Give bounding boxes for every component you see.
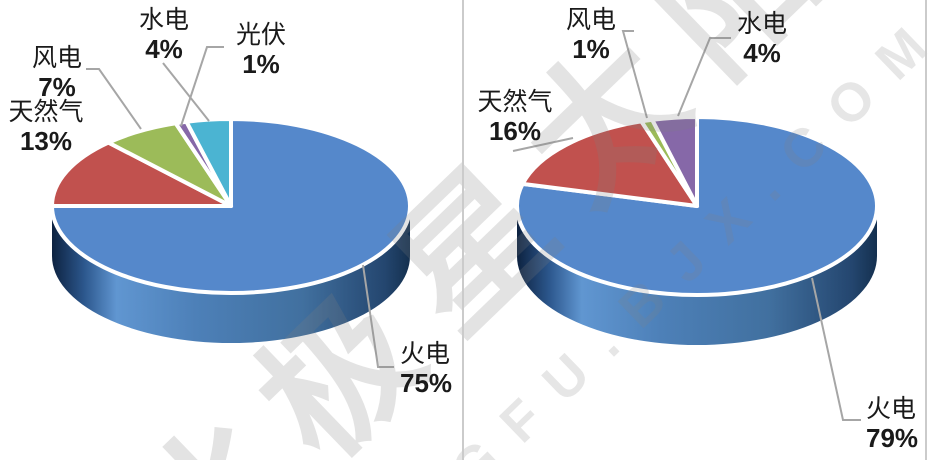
slice-name-text: 光伏 (235, 21, 286, 49)
slice-name-text: 水电 (138, 6, 189, 34)
slice-name-text: 水电 (736, 10, 787, 38)
slice-name-text: 天然气 (8, 98, 84, 126)
pie-right-side (517, 206, 877, 345)
slice-name-text: 风电 (31, 44, 82, 72)
slice-name-text: 火电 (866, 395, 917, 423)
pie-right-slice-hydro (650, 115, 699, 208)
slice-percent-text: 4% (145, 34, 183, 64)
pie-left-label-solar-pv: 光伏 1% (181, 21, 341, 79)
slice-percent-text: 1% (572, 34, 610, 64)
pie-left-leader-solar-pv (180, 46, 224, 127)
slice-percent-text: 1% (242, 49, 280, 79)
slice-percent-text: 4% (743, 38, 781, 68)
pie-right-slice-thermal (515, 115, 879, 297)
right-border-line (925, 0, 927, 460)
pie-right-label-wind: 风电 1% (511, 6, 671, 64)
pie-left-leader-thermal (362, 264, 394, 368)
pie-right-leader-natural-gas (512, 137, 574, 152)
pie-left-label-wind: 风电 7% (0, 44, 137, 102)
slice-percent-text: 16% (488, 116, 542, 146)
pie-left-label-thermal: 火电 75% (400, 340, 520, 398)
pie-left-leader-wind (86, 68, 142, 130)
slice-name-text: 天然气 (477, 88, 553, 116)
pie-left-label-hydro: 水电 4% (84, 6, 244, 64)
panel-divider (462, 0, 464, 460)
pie-right-label-thermal: 火电 79% (866, 395, 930, 453)
pie-right-leader-hydro (677, 37, 731, 117)
pie-right-label-hydro: 水电 4% (682, 10, 842, 68)
pie-left-slice-natural-gas (50, 140, 233, 208)
slice-percent-text: 7% (38, 72, 76, 102)
pie-left-label-natural-gas: 天然气 13% (0, 98, 126, 156)
pie-right-label-natural-gas: 天然气 16% (435, 88, 595, 146)
pie-left-leader-hydro (162, 62, 210, 122)
pie-left-side (52, 206, 410, 343)
slice-percent-text: 13% (19, 126, 73, 156)
slice-name-text: 风电 (565, 6, 616, 34)
pie-right-leader-wind (621, 30, 648, 119)
slice-percent-text: 75% (400, 368, 453, 398)
pie-left-slice-thermal (50, 117, 412, 295)
pie-right-leader-thermal (811, 277, 861, 421)
slice-name-text: 火电 (400, 340, 451, 368)
slice-percent-text: 79% (866, 423, 919, 453)
